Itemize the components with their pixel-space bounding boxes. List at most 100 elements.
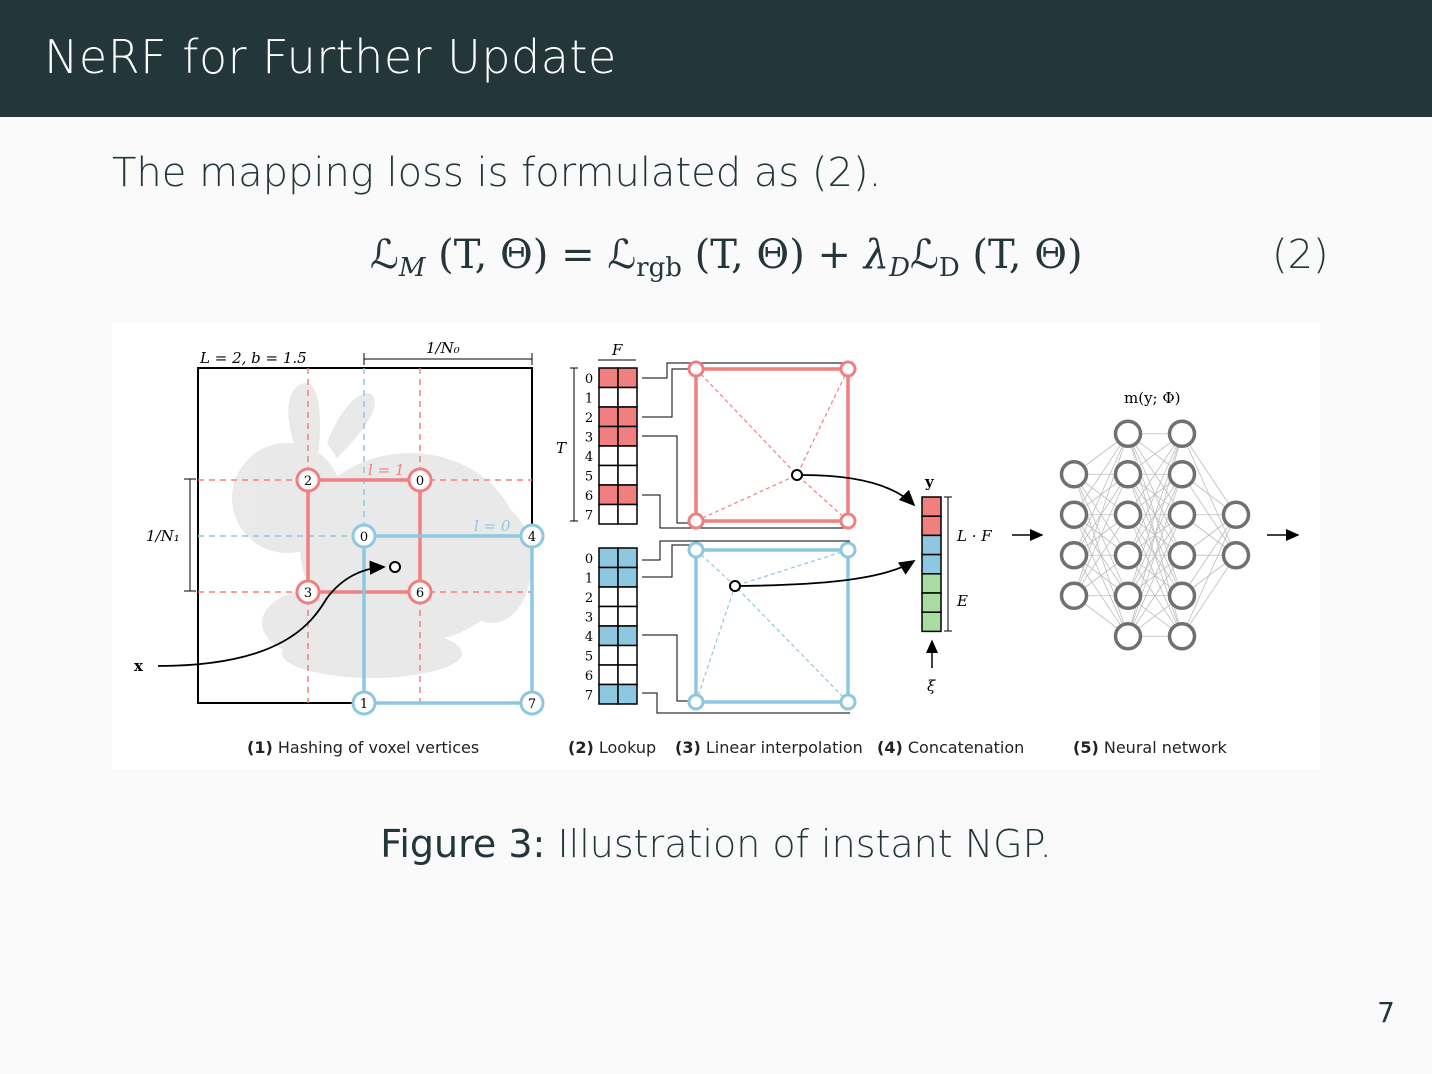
svg-text:(2) Lookup: (2) Lookup [568, 738, 656, 757]
blue-table-cell [617, 547, 638, 569]
nn-edge [1181, 514, 1237, 596]
blue-vertex-7-label: 7 [528, 697, 536, 712]
rgb-loss-symbol: ℒ [607, 232, 637, 278]
feature-dim-label: F [611, 341, 623, 359]
lambda-subscript: D [889, 253, 910, 283]
red-table-cell [617, 386, 638, 408]
blue-table-index: 5 [585, 650, 593, 665]
red-vertex-0: 0 [407, 467, 433, 493]
red-table-cell [598, 503, 619, 525]
nn-neuron [1167, 500, 1197, 529]
stage-caption-3: (3) Linear interpolation [675, 738, 863, 757]
blue-interp-lines [695, 549, 849, 703]
concat-cell [921, 573, 942, 594]
equation-number: (2) [1272, 232, 1329, 278]
red-table-indices: 0 1 2 3 4 5 6 7 [585, 372, 593, 524]
nn-neuron [1059, 460, 1089, 489]
inv-n0-label: 1/N₀ [426, 339, 460, 357]
inv-n1-label: 1/N₁ [146, 527, 180, 545]
concat-e-label: E [956, 592, 968, 610]
concat-cell [921, 592, 942, 613]
red-table-index: 1 [585, 392, 593, 407]
blue-table-cell [598, 566, 619, 588]
nn-edge [1127, 433, 1183, 556]
red-table-cell [598, 367, 619, 389]
lookup-connectors [642, 362, 850, 714]
nn-edge [1127, 474, 1183, 637]
blue-vertex-1: 1 [351, 690, 377, 716]
concat-vector [921, 496, 942, 633]
stage-caption-4: (4) Concatenation [877, 738, 1024, 757]
page-number: 7 [1377, 996, 1395, 1029]
red-table-index: 4 [585, 450, 593, 465]
figure-caption-text: Illustration of instant NGP. [557, 822, 1052, 866]
blue-table-index: 4 [585, 630, 593, 645]
title-bar: NeRF for Further Update [0, 0, 1432, 117]
red-table-cell [598, 445, 619, 467]
red-table-cell [598, 406, 619, 428]
red-table-index: 5 [585, 470, 593, 485]
red-table-cell [598, 484, 619, 506]
blue-table-cell [598, 605, 619, 627]
blue-to-concat-arrow [739, 560, 916, 587]
input-arrow [157, 560, 386, 667]
red-interp-square [694, 367, 850, 523]
nn-edge [1127, 433, 1183, 515]
concat-cell [921, 611, 942, 633]
blue-vertex-7: 7 [519, 690, 545, 716]
depth-loss-symbol: ℒ [910, 232, 939, 278]
red-vertex-3: 3 [295, 579, 321, 605]
svg-text:(4) Concatenation: (4) Concatenation [877, 738, 1024, 757]
red-table-cell [617, 503, 638, 525]
nn-edge [1073, 433, 1129, 556]
loss-subscript: M [398, 253, 426, 283]
table-size-label: T [556, 439, 567, 457]
blue-vertex-1-label: 1 [360, 697, 368, 712]
nn-edge [1181, 514, 1237, 637]
nn-edge [1181, 555, 1237, 637]
concat-cell [921, 553, 942, 575]
blue-table-cell [617, 683, 638, 705]
red-vertex-0-label: 0 [416, 474, 424, 489]
blue-table-cell [598, 683, 619, 705]
stage-1-number: (1) [247, 738, 273, 757]
nn-neuron [1113, 460, 1143, 489]
red-vertex-3-label: 3 [304, 586, 312, 601]
red-table-cell [617, 464, 638, 486]
nn-neuron [1059, 541, 1089, 570]
blue-table-cell [598, 586, 619, 608]
level-params-label: L = 2, b = 1.5 [199, 349, 307, 367]
nn-edge [1073, 433, 1129, 515]
red-table-cell [598, 386, 619, 408]
stage-3-number: (3) [675, 738, 701, 757]
stage-4-text: Concatenation [908, 738, 1024, 757]
nn-neuron [1113, 500, 1143, 529]
loss-args: (T, Θ) = [438, 232, 595, 278]
red-to-concat-arrow [801, 474, 916, 507]
concat-cell [921, 515, 942, 537]
nn-neuron [1167, 541, 1197, 570]
blue-interp-square [694, 548, 850, 704]
nn-neuron [1113, 622, 1143, 651]
nn-function-label: m(y; Φ) [1124, 389, 1181, 407]
red-table-cell [598, 464, 619, 486]
blue-table-cell [617, 566, 638, 588]
red-table-index: 2 [585, 411, 593, 426]
nn-connections [1073, 433, 1237, 637]
red-hash-table [598, 367, 638, 525]
nn-neurons [1059, 419, 1251, 651]
concat-cell [921, 534, 942, 556]
red-table-index: 7 [585, 509, 593, 524]
nn-neuron [1221, 541, 1251, 570]
nn-neuron [1221, 500, 1251, 529]
blue-vertex-4-label: 4 [528, 530, 536, 545]
blue-table-cell [617, 586, 638, 608]
blue-voxel [362, 534, 534, 705]
nn-edge [1181, 433, 1237, 515]
nn-edge [1073, 474, 1129, 596]
stage-2-text: Lookup [599, 738, 656, 757]
red-table-cell [617, 406, 638, 428]
concat-y-label: y [924, 473, 935, 491]
blue-table-index: 6 [585, 669, 593, 684]
loss-symbol: ℒ [370, 232, 399, 278]
